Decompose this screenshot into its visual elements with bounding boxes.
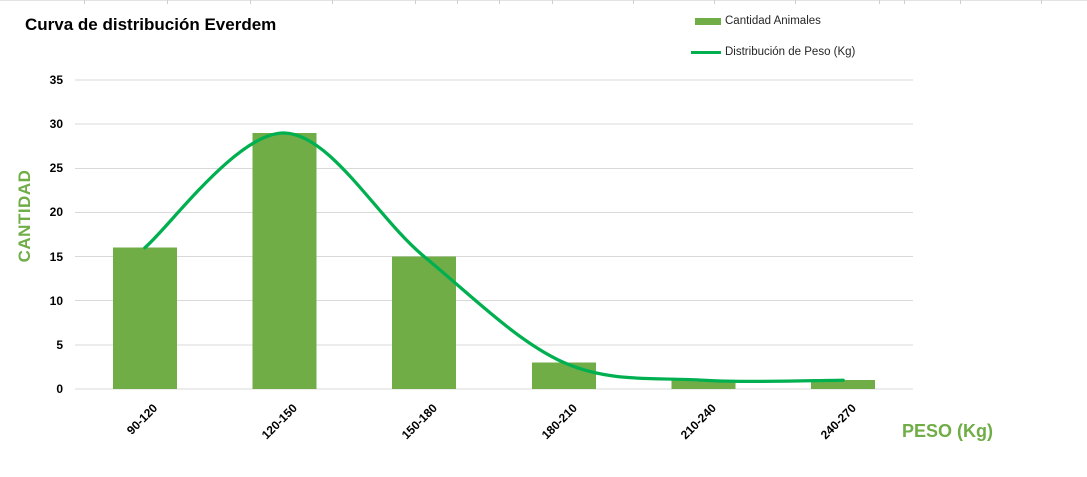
y-tick-label: 5 (56, 337, 63, 352)
y-tick-label: 30 (49, 117, 63, 132)
spreadsheet-top-gridline (0, 0, 1087, 1)
bar-90-120[interactable] (112, 247, 177, 389)
spreadsheet-column-tick (332, 0, 333, 4)
spreadsheet-column-tick (552, 0, 553, 4)
spreadsheet-column-tick (415, 0, 416, 4)
spreadsheet-column-tick (84, 0, 85, 4)
spreadsheet-column-tick (457, 0, 458, 4)
chart-title: Curva de distribución Everdem (25, 15, 277, 34)
distribution-curve[interactable] (143, 131, 845, 384)
spreadsheet-column-tick (714, 0, 715, 4)
y-tick-label: 35 (49, 73, 63, 87)
spreadsheet-column-tick (960, 0, 961, 4)
legend-item-cantidad-animales[interactable]: Cantidad Animales (695, 15, 821, 27)
legend-item-distribucion-peso[interactable]: Distribución de Peso (Kg) (691, 46, 855, 58)
line-series-swatch-icon (691, 50, 721, 54)
bar-150-180[interactable] (392, 256, 457, 389)
spreadsheet-column-tick (904, 0, 905, 4)
bar-120-150[interactable] (252, 133, 317, 389)
spreadsheet-column-tick (250, 0, 251, 4)
legend-label-cantidad-animales: Cantidad Animales (725, 15, 821, 27)
y-tick-label: 20 (49, 205, 63, 220)
y-tick-label: 0 (56, 382, 63, 396)
y-tick-label: 10 (49, 293, 63, 308)
y-tick-label: 15 (49, 249, 63, 264)
spreadsheet-column-tick (499, 0, 500, 4)
spreadsheet-column-tick (633, 0, 634, 4)
spreadsheet-column-tick (1041, 0, 1042, 4)
y-tick-label: 25 (49, 161, 63, 176)
bar-240-270[interactable] (811, 380, 876, 389)
spreadsheet-column-tick (167, 0, 168, 4)
spreadsheet-column-tick (879, 0, 880, 4)
x-axis-title: PESO (Kg) (902, 421, 994, 441)
legend-label-distribucion-peso: Distribución de Peso (Kg) (725, 46, 856, 58)
bar-series-swatch-icon (695, 17, 721, 25)
bar-210-240[interactable] (671, 380, 736, 389)
bar-180-210[interactable] (531, 362, 596, 390)
spreadsheet-column-tick (795, 0, 796, 4)
